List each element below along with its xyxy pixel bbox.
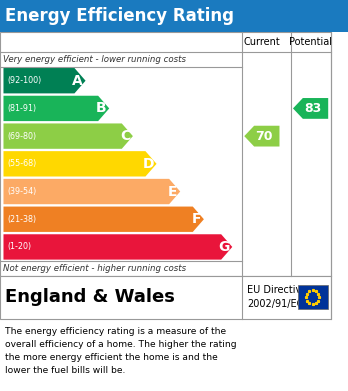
Bar <box>0 276 331 319</box>
Polygon shape <box>3 206 204 232</box>
Text: Very energy efficient - lower running costs: Very energy efficient - lower running co… <box>3 55 187 64</box>
Text: (21-38): (21-38) <box>8 215 37 224</box>
Text: Energy Efficiency Rating: Energy Efficiency Rating <box>5 7 234 25</box>
Polygon shape <box>3 179 180 204</box>
Polygon shape <box>3 68 86 93</box>
Text: England & Wales: England & Wales <box>5 288 175 306</box>
Bar <box>0 0 348 32</box>
Polygon shape <box>293 98 328 119</box>
Text: (1-20): (1-20) <box>8 242 32 251</box>
Text: (69-80): (69-80) <box>8 132 37 141</box>
Text: B: B <box>96 101 106 115</box>
Polygon shape <box>3 234 232 260</box>
Text: F: F <box>192 212 201 226</box>
Text: (55-68): (55-68) <box>8 159 37 169</box>
Text: EU Directive
2002/91/EC: EU Directive 2002/91/EC <box>247 285 307 309</box>
Text: (92-100): (92-100) <box>8 76 42 85</box>
Text: Potential: Potential <box>289 37 332 47</box>
Polygon shape <box>3 124 133 149</box>
Text: Not energy efficient - higher running costs: Not energy efficient - higher running co… <box>3 264 187 273</box>
Text: The energy efficiency rating is a measure of the
overall efficiency of a home. T: The energy efficiency rating is a measur… <box>5 327 237 375</box>
Polygon shape <box>3 96 109 121</box>
Text: (39-54): (39-54) <box>8 187 37 196</box>
Bar <box>0 32 331 276</box>
Text: E: E <box>168 185 177 199</box>
Bar <box>298 285 327 309</box>
Polygon shape <box>244 126 279 147</box>
Text: Current: Current <box>244 37 280 47</box>
Text: A: A <box>72 74 83 88</box>
Text: D: D <box>142 157 154 171</box>
Polygon shape <box>3 151 157 176</box>
Text: 83: 83 <box>304 102 321 115</box>
Text: C: C <box>120 129 130 143</box>
Text: G: G <box>218 240 229 254</box>
Text: (81-91): (81-91) <box>8 104 37 113</box>
Text: 70: 70 <box>255 130 273 143</box>
